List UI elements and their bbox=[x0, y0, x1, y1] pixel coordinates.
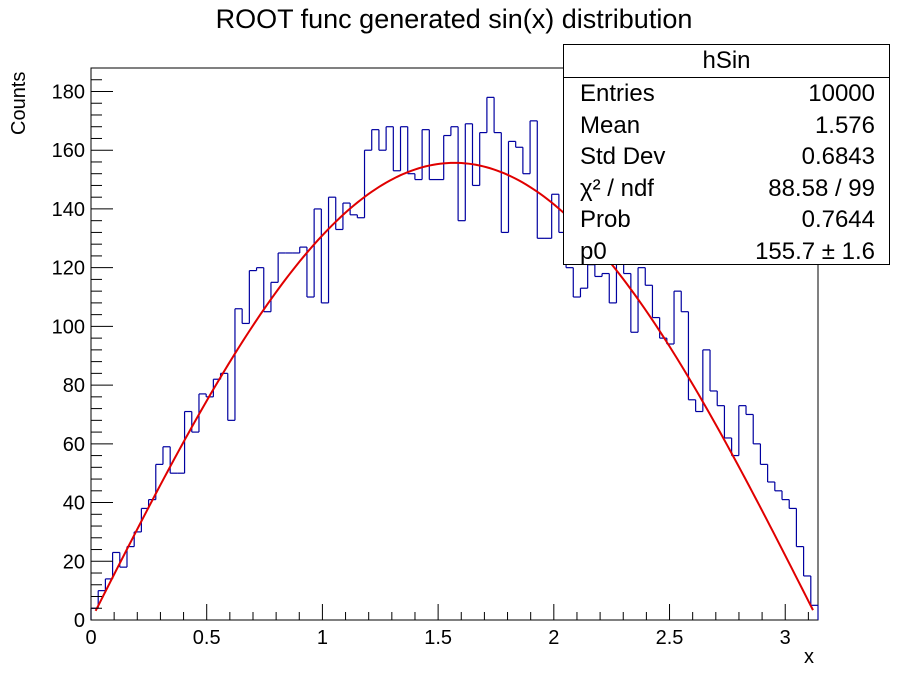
y-tick-label: 120 bbox=[52, 258, 85, 280]
stats-value: 0.7644 bbox=[801, 206, 875, 233]
y-tick-label: 140 bbox=[52, 199, 85, 221]
y-tick-label: 60 bbox=[63, 434, 85, 456]
y-tick-label: 40 bbox=[63, 493, 85, 515]
y-axis-label-wrap: Counts bbox=[8, 71, 36, 145]
stats-label: Std Dev bbox=[580, 143, 666, 170]
y-tick-label: 20 bbox=[63, 551, 85, 573]
x-tick-label: 1 bbox=[317, 627, 328, 649]
x-tick-label: 1.5 bbox=[424, 627, 452, 649]
x-axis-label: x bbox=[804, 646, 814, 668]
stats-value: 1.576 bbox=[814, 111, 875, 139]
stats-label: Prob bbox=[580, 206, 631, 233]
stats-value: 10000 bbox=[808, 80, 875, 107]
y-tick-label: 160 bbox=[52, 140, 85, 162]
stats-row: Prob 0.7644 bbox=[564, 204, 889, 236]
stats-label: p0 bbox=[580, 237, 607, 265]
stats-row: Std Dev 0.6843 bbox=[564, 141, 889, 173]
y-tick-label: 180 bbox=[52, 81, 85, 103]
x-tick-label: 2.5 bbox=[656, 627, 684, 649]
x-tick-label: 0 bbox=[85, 627, 96, 649]
stats-box: hSin Entries 10000 Mean 1.576 Std Dev 0.684… bbox=[563, 44, 890, 265]
stats-value: 155.7 ± 1.6 bbox=[755, 237, 875, 265]
stats-label: χ² / ndf bbox=[580, 174, 654, 202]
y-tick-label: 100 bbox=[52, 316, 85, 338]
stats-value: 88.58 / 99 bbox=[768, 174, 875, 202]
stats-title: hSin bbox=[564, 45, 889, 78]
stats-label: Entries bbox=[580, 80, 655, 107]
x-tick-label: 2 bbox=[548, 627, 559, 649]
stats-row: Mean 1.576 bbox=[564, 110, 889, 142]
stats-row: p0 155.7 ± 1.6 bbox=[564, 236, 889, 268]
stats-value: 0.6843 bbox=[801, 143, 875, 170]
fit-curve bbox=[94, 161, 814, 612]
x-tick-label: 0.5 bbox=[193, 627, 221, 649]
stats-label: Mean bbox=[580, 111, 641, 139]
plot-frame bbox=[90, 67, 819, 621]
chart-title: ROOT func generated sin(x) distribution bbox=[215, 4, 693, 34]
x-tick-label: 3 bbox=[780, 627, 791, 649]
y-tick-label: 0 bbox=[74, 610, 85, 632]
stats-row: Entries 10000 bbox=[564, 78, 889, 110]
y-tick-label: 80 bbox=[63, 375, 85, 397]
y-axis-label: Counts bbox=[8, 71, 30, 135]
stats-row: χ² / ndf 88.58 / 99 bbox=[564, 173, 889, 205]
